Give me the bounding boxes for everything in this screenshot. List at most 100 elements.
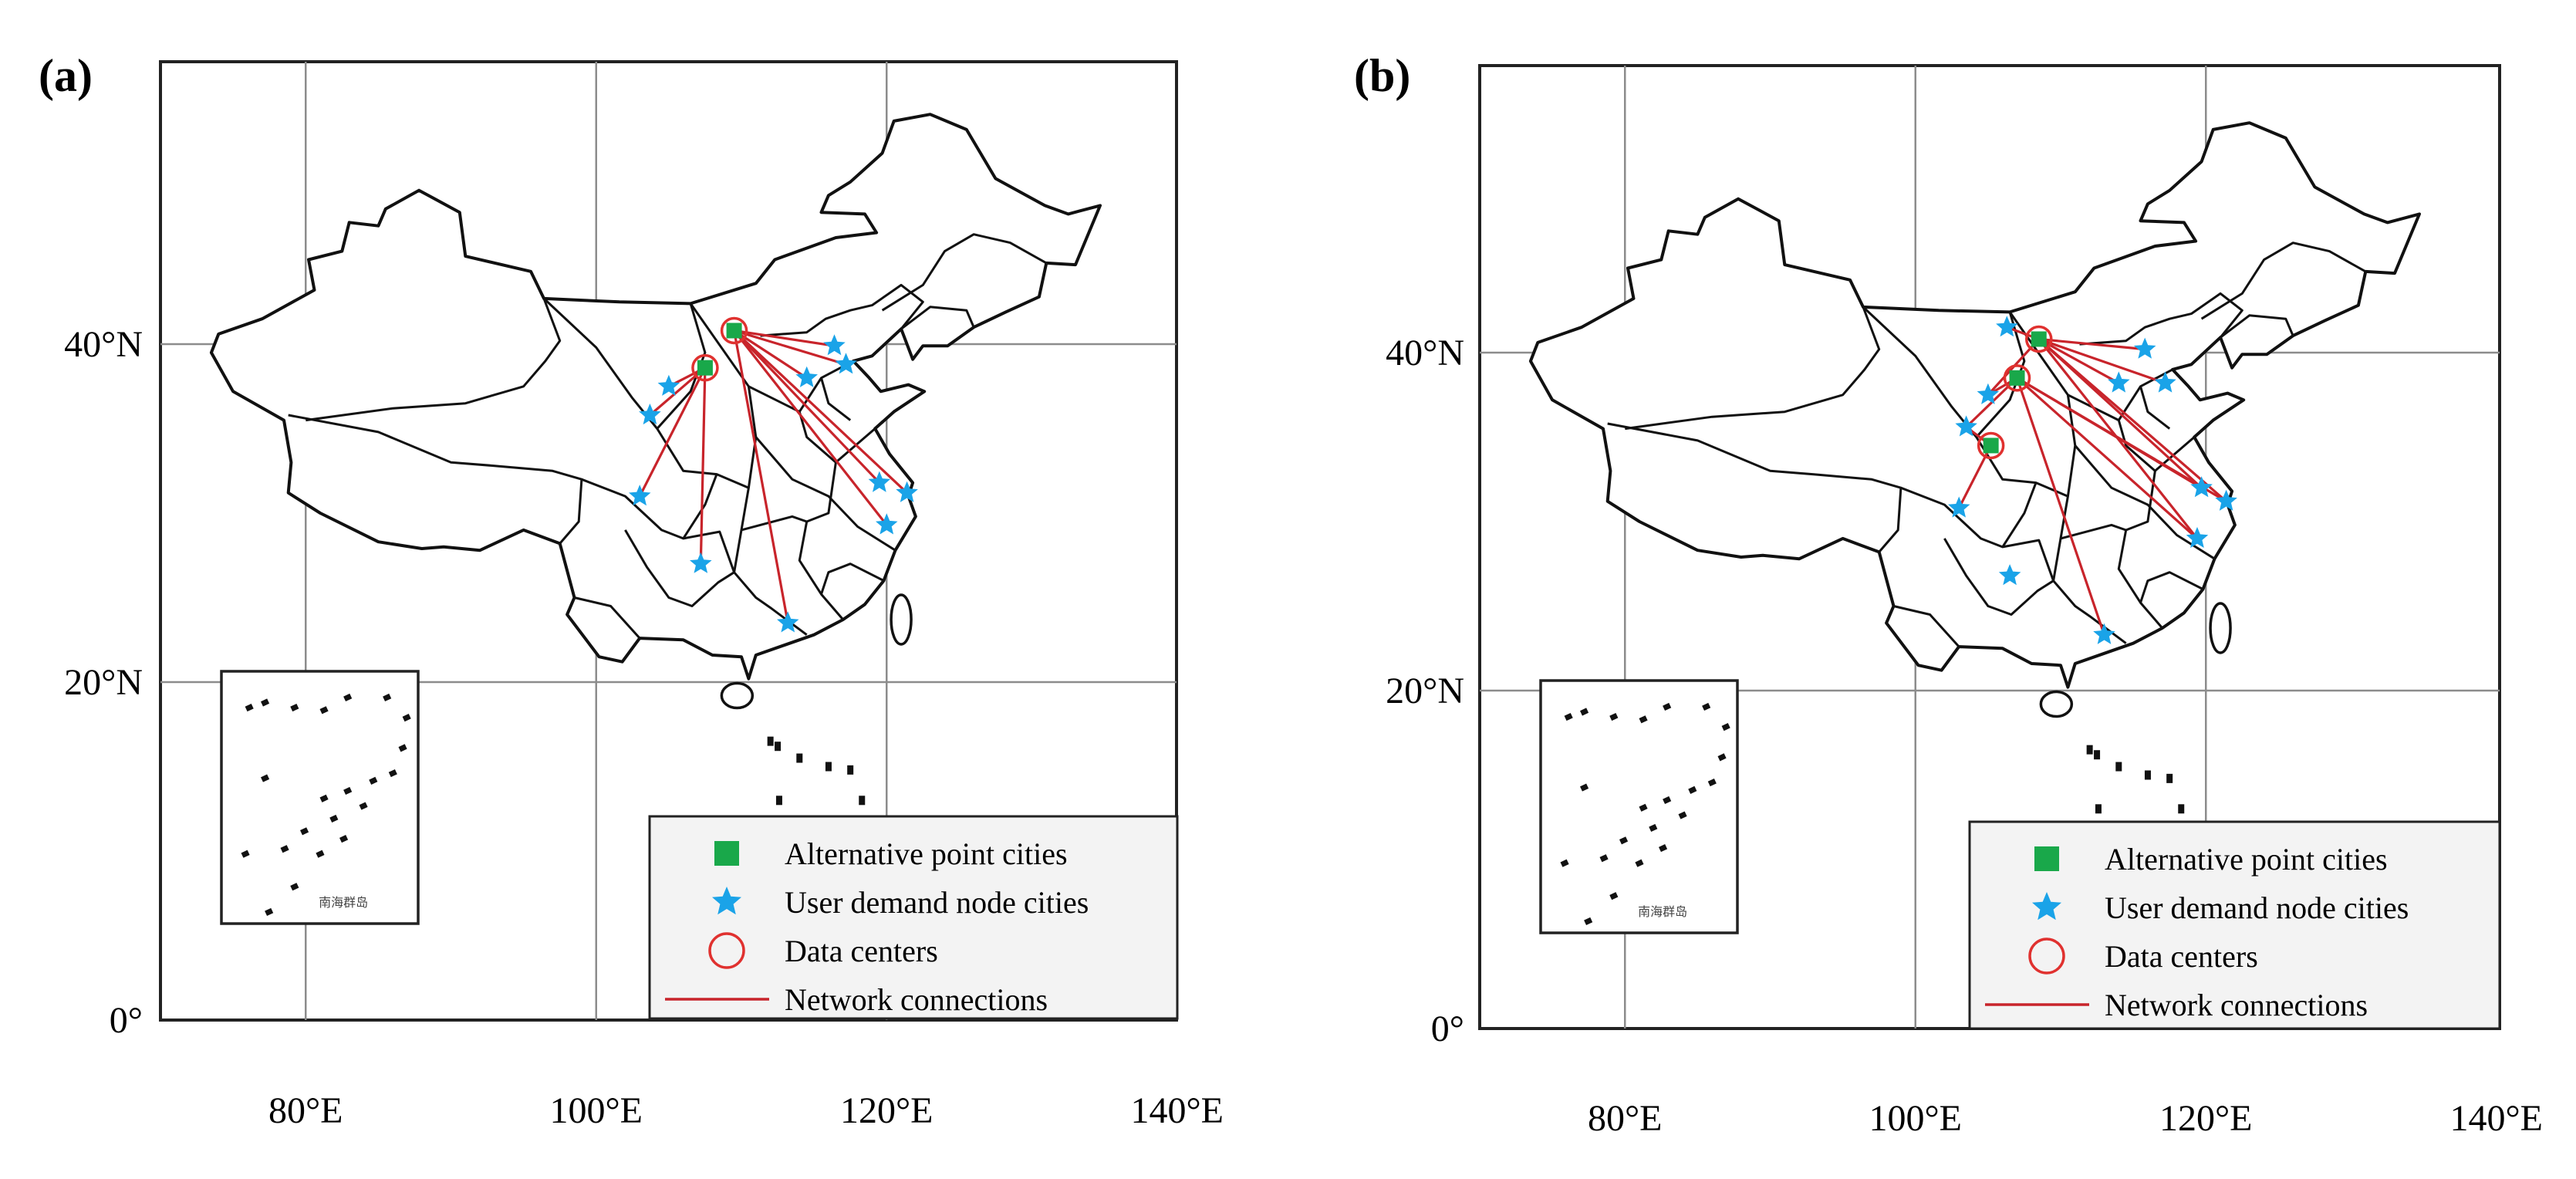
user-city-star: [2093, 623, 2115, 644]
china-map: [209, 113, 1102, 912]
legend-dc-circle: [2028, 937, 2065, 975]
island-mark: [2094, 750, 2101, 760]
inset-island: [1599, 854, 1609, 863]
inset-island: [1707, 778, 1717, 787]
user-city-star: [1998, 564, 2021, 586]
province-boundary: [755, 436, 896, 552]
inset-island: [280, 845, 289, 853]
inset-island: [1635, 859, 1644, 867]
network-connection-line: [734, 329, 847, 366]
y-tick-label: 40°N: [64, 324, 143, 365]
island-mark: [767, 736, 774, 746]
alternative-city-square: [2009, 370, 2025, 386]
island-mark: [2144, 770, 2151, 780]
province-boundary: [820, 377, 852, 421]
user-city-star: [876, 513, 898, 535]
inset-island: [343, 786, 353, 796]
inset-island: [1639, 715, 1648, 724]
province-boundary: [2074, 444, 2216, 560]
province-boundary: [881, 233, 1048, 312]
legend-label: Alternative point cities: [2105, 842, 2388, 877]
panel-label: (b): [1354, 50, 1410, 101]
map-panel-a: (a) 南海群岛 40°N 20°N 0° 80°E 100°E 120°E 140°E Alte…: [39, 50, 1224, 1131]
x-tick-label: 140°E: [2449, 1098, 2543, 1139]
inset-island: [1649, 823, 1658, 833]
y-tick-label: 20°N: [64, 662, 143, 703]
data-center-circle: [691, 353, 719, 382]
inset-label: 南海群岛: [319, 895, 368, 910]
taiwan-island: [2209, 602, 2232, 654]
panel-label: (a): [39, 50, 93, 101]
inset-island: [1721, 723, 1730, 731]
legend-label: User demand node cities: [785, 885, 1089, 920]
legend-user-star: [712, 887, 741, 915]
legend: Alternative point cities User demand node…: [648, 815, 1179, 1020]
user-city-star: [657, 374, 680, 396]
inset-island: [402, 714, 411, 722]
inset-island: [290, 703, 299, 712]
province-boundary: [2079, 292, 2243, 346]
alternative-city-square: [2031, 331, 2047, 347]
legend-label: Network connections: [785, 982, 1048, 1017]
province-boundary: [2139, 386, 2171, 430]
inset-island: [241, 850, 250, 858]
user-city-star: [1996, 316, 2018, 337]
x-tick-label: 140°E: [1130, 1090, 1224, 1131]
hainan-island: [2039, 690, 2074, 718]
x-tick-label: 80°E: [1588, 1098, 1663, 1139]
inset-island: [1639, 803, 1648, 812]
network-connection-line: [638, 367, 707, 497]
inset-island: [319, 706, 329, 714]
x-tick-label: 100°E: [549, 1090, 643, 1131]
user-city-star: [2133, 337, 2156, 359]
alternative-cities: [1983, 331, 2047, 454]
province-boundary: [760, 283, 924, 337]
legend-user-star: [2032, 892, 2061, 921]
x-tick-label: 120°E: [2159, 1098, 2253, 1139]
province-boundary: [2067, 394, 2196, 472]
network-connection-line: [2038, 338, 2227, 502]
data-center-circle: [1977, 431, 2005, 460]
inset-island: [1663, 702, 1672, 711]
inset-island: [1678, 811, 1687, 819]
network-connection-line: [733, 329, 880, 484]
inset-island: [290, 883, 299, 891]
island-mark: [2086, 745, 2093, 755]
inset-island: [339, 835, 349, 843]
inset-island: [1609, 892, 1619, 900]
user-demand-cities: [1948, 316, 2237, 644]
user-city-star: [835, 353, 857, 374]
user-city-star: [795, 366, 818, 387]
south-china-sea-inset: 南海群岛: [1539, 679, 1739, 934]
island-mark: [775, 742, 782, 752]
legend-alt-square: [714, 841, 739, 866]
network-connection-line: [733, 330, 789, 623]
data-center-circle: [720, 316, 748, 345]
y-tick-label: 40°N: [1386, 333, 1464, 373]
network-connection-line: [2038, 338, 2120, 384]
network-connections: [1957, 326, 2227, 636]
island-mark: [2095, 804, 2102, 814]
inset-island: [383, 693, 392, 702]
island-mark: [2178, 804, 2185, 814]
alternative-city-square: [726, 323, 742, 339]
province-boundary: [1943, 538, 2054, 616]
inset-island: [1580, 708, 1589, 716]
network-connection-line: [733, 329, 908, 494]
south-china-sea-inset: 南海群岛: [220, 670, 420, 925]
inset-island: [369, 776, 378, 785]
inset-island: [1609, 712, 1619, 721]
user-city-star: [896, 481, 918, 502]
map-panel-b: (b) 南海群岛 40°N 20°N 0° 80°E 100°E 120°E 140°E Alte…: [1354, 50, 2543, 1139]
network-connection-line: [2016, 377, 2105, 636]
inset-island: [261, 774, 270, 782]
user-city-star: [1948, 496, 1970, 518]
inset-island: [343, 693, 353, 702]
hainan-island: [720, 681, 755, 710]
data-center-circle: [2003, 364, 2031, 392]
inset-island: [1564, 712, 1573, 721]
user-city-star: [629, 485, 651, 506]
user-demand-cities: [629, 334, 918, 633]
user-city-star: [2108, 371, 2130, 393]
